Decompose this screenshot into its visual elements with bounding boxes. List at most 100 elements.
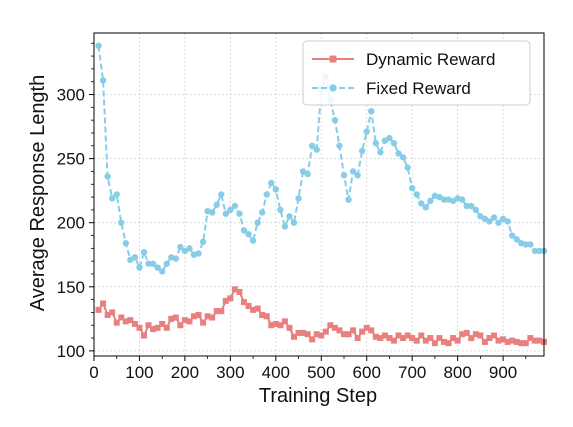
dynamic-reward-point <box>472 331 479 338</box>
fixed-reward-point <box>336 142 343 149</box>
dynamic-reward-point <box>254 305 261 312</box>
dynamic-reward-point <box>186 318 193 325</box>
fixed-reward-point <box>504 218 511 225</box>
fixed-reward-point <box>495 219 502 226</box>
dynamic-reward-point <box>209 314 216 321</box>
fixed-reward-point <box>531 247 539 255</box>
fixed-reward-point <box>527 241 534 248</box>
dynamic-reward-point <box>100 300 107 307</box>
dynamic-reward-point <box>491 332 497 339</box>
fixed-reward-point <box>522 241 530 248</box>
fixed-reward-point <box>408 184 416 192</box>
dynamic-reward-point <box>154 324 161 331</box>
x-tick-label: 200 <box>171 363 199 382</box>
dynamic-reward-point <box>409 335 416 342</box>
dynamic-reward-point <box>204 313 211 320</box>
fixed-reward-point <box>272 186 280 193</box>
dynamic-reward-point <box>236 288 243 295</box>
dynamic-reward-point <box>372 333 379 340</box>
axes <box>93 32 545 357</box>
dynamic-reward-point <box>400 335 407 342</box>
dynamic-reward-point <box>404 332 411 339</box>
dynamic-reward-point <box>454 337 461 344</box>
dynamic-reward-point <box>522 340 529 347</box>
dynamic-reward-point <box>468 335 475 342</box>
fixed-reward-point <box>458 196 466 203</box>
fixed-reward-point <box>290 219 298 226</box>
fixed-reward-point <box>358 147 366 155</box>
fixed-reward-point <box>136 264 143 271</box>
fixed-reward-legend-label: Fixed Reward <box>366 79 471 98</box>
x-tick-label: 100 <box>125 363 153 382</box>
ticks: 0 100 200 300 400 500 600 700 800 900100150200250… <box>57 42 527 382</box>
fixed-reward-point <box>281 223 289 230</box>
fixed-reward-point <box>263 191 270 198</box>
fixed-reward-point <box>536 247 543 255</box>
fixed-reward-point <box>349 168 357 175</box>
dynamic-reward-point <box>277 322 284 329</box>
dynamic-reward-point <box>300 329 307 336</box>
dynamic-reward-point <box>281 318 288 325</box>
dynamic-reward-point <box>381 332 388 339</box>
fixed-reward-point <box>195 250 202 257</box>
x-tick-label: 400 <box>262 363 290 382</box>
fixed-reward-point <box>104 173 111 180</box>
fixed-reward-point <box>340 172 348 179</box>
fixed-reward-point <box>390 140 398 147</box>
fixed-reward-point <box>258 209 266 216</box>
dynamic-reward-point <box>200 319 207 326</box>
fixed-reward-point <box>108 195 116 202</box>
dynamic-reward-point <box>172 314 179 321</box>
x-tick-label: 600 <box>353 363 381 382</box>
x-axis-title: Training Step <box>259 385 377 407</box>
y-tick-label: 100 <box>57 342 85 361</box>
fixed-reward-point <box>118 219 125 226</box>
series-layer <box>95 42 548 347</box>
fixed-reward-point <box>395 150 402 157</box>
dynamic-reward-point <box>386 335 393 342</box>
dynamic-reward-point <box>363 324 370 331</box>
y-axis-title: Average Response Length <box>27 75 49 311</box>
fixed-reward-series <box>95 42 548 275</box>
dynamic-reward-point <box>268 322 275 329</box>
dynamic-reward-point <box>486 335 493 342</box>
fixed-reward-point <box>218 191 225 198</box>
dynamic-reward-point <box>427 335 434 342</box>
dynamic-reward-point <box>145 322 152 329</box>
dynamic-reward-point <box>259 311 266 318</box>
dynamic-reward-point <box>241 299 247 306</box>
x-tick-label: 300 <box>216 363 244 382</box>
dynamic-reward-point <box>177 322 184 329</box>
fixed-reward-point <box>254 219 261 226</box>
dynamic-reward-point <box>136 324 143 331</box>
dynamic-reward-point <box>377 335 384 342</box>
dynamic-reward-point <box>504 338 511 345</box>
dynamic-reward-point <box>341 331 347 338</box>
dynamic-reward-point <box>286 324 293 331</box>
dynamic-reward-point <box>263 313 270 320</box>
dynamic-reward-point <box>527 335 534 342</box>
legend: Dynamic Reward Fixed Reward <box>302 40 531 106</box>
fixed-reward-point <box>354 172 361 179</box>
dynamic-reward-point <box>304 331 311 338</box>
dynamic-reward-point <box>250 306 257 313</box>
x-tick-label: 800 <box>443 363 471 382</box>
fixed-reward-point <box>490 214 498 221</box>
fixed-reward-point <box>304 170 311 178</box>
fixed-reward-point <box>186 245 193 252</box>
dynamic-reward-point <box>481 338 488 345</box>
fixed-reward-point <box>158 268 166 275</box>
dynamic-reward-point <box>331 324 338 331</box>
fixed-reward-point <box>413 191 420 198</box>
y-tick-label: 150 <box>57 278 85 297</box>
fixed-reward-point <box>372 140 380 147</box>
fixed-reward-point <box>245 231 252 238</box>
fixed-reward-point <box>295 195 302 202</box>
dynamic-reward-point <box>245 303 252 310</box>
dynamic-reward-point <box>477 332 484 339</box>
dynamic-reward-point <box>354 335 361 342</box>
dynamic-reward-point <box>168 315 175 322</box>
dynamic-reward-point <box>413 337 420 344</box>
dynamic-reward-point <box>513 338 520 345</box>
